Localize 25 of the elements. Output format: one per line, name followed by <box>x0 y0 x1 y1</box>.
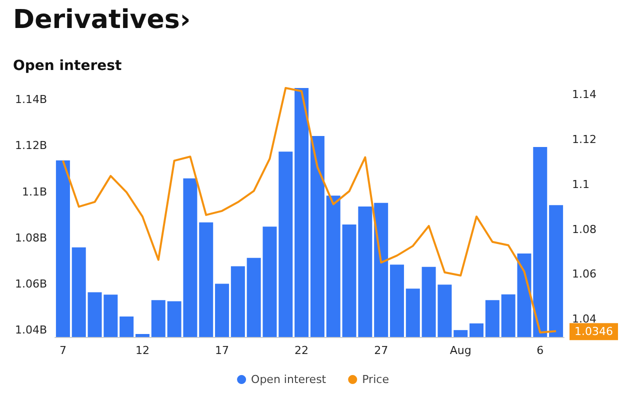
chart-subtitle: Open interest <box>13 58 122 74</box>
x-tick-label: 27 <box>374 344 388 357</box>
legend-label: Open interest <box>251 373 327 386</box>
y-tick-label: 1.14B <box>14 93 47 106</box>
x-tick-label: 7 <box>59 344 66 357</box>
y-tick-label: 1.08B <box>14 231 47 244</box>
y-tick-label: 1.04B <box>14 324 47 337</box>
y2-tick-label: 1.08 <box>572 222 596 236</box>
x-tick-label: 22 <box>294 344 309 357</box>
y-tick-label: 1.1B <box>22 185 47 198</box>
y-tick-label: 1.06B <box>14 277 47 290</box>
legend-label: Price <box>362 373 390 386</box>
text: 1.0346 <box>574 325 614 338</box>
x-tick-label: Aug <box>450 344 472 357</box>
x-tick-label: 12 <box>135 344 150 357</box>
y2-tick-label: 1.06 <box>572 268 596 281</box>
y2-tick-label: 1.14 <box>572 88 596 102</box>
y-tick-label: 1.12B <box>14 139 47 152</box>
x-tick-label: 6 <box>536 344 544 357</box>
x-tick-label: 17 <box>215 344 230 357</box>
chart-title: Derivatives› <box>13 5 191 35</box>
y2-tick-label: 1.04 <box>572 312 596 326</box>
y2-tick-label: 1.12 <box>572 133 596 146</box>
y2-tick-label: 1.1 <box>572 178 590 191</box>
line-series <box>62 87 558 334</box>
